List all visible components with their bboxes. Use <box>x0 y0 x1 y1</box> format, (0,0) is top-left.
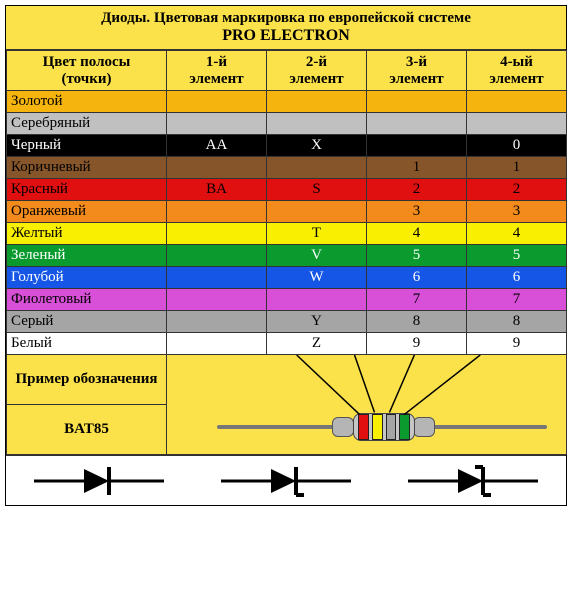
diode-symbol-2 <box>216 461 356 501</box>
color-name-cell: Белый <box>7 333 167 355</box>
value-cell: V <box>267 245 367 267</box>
value-cell <box>267 289 367 311</box>
color-name-cell: Зеленый <box>7 245 167 267</box>
color-name-cell: Серый <box>7 311 167 333</box>
value-cell: T <box>267 223 367 245</box>
value-cell: 6 <box>367 267 467 289</box>
value-cell: 4 <box>367 223 467 245</box>
value-cell <box>167 267 267 289</box>
table-row: Оранжевый 33 <box>7 201 567 223</box>
value-cell: Y <box>267 311 367 333</box>
color-name-cell: Золотой <box>7 91 167 113</box>
table-row: КрасныйBAS22 <box>7 179 567 201</box>
header-el3: 3-й элемент <box>367 51 467 91</box>
value-cell <box>267 201 367 223</box>
color-name-cell: Оранжевый <box>7 201 167 223</box>
diode-symbols-row <box>6 455 566 505</box>
value-cell <box>167 113 267 135</box>
title-line2: PRO ELECTRON <box>10 27 562 45</box>
value-cell: S <box>267 179 367 201</box>
table-row: БелыйZ99 <box>7 333 567 355</box>
value-cell: 8 <box>467 311 567 333</box>
value-cell: 7 <box>467 289 567 311</box>
color-name-cell: Серебряный <box>7 113 167 135</box>
value-cell: 9 <box>467 333 567 355</box>
value-cell <box>167 311 267 333</box>
value-cell <box>367 135 467 157</box>
value-cell: 9 <box>367 333 467 355</box>
value-cell: AA <box>167 135 267 157</box>
diode-symbol-1 <box>29 461 169 501</box>
value-cell <box>467 91 567 113</box>
value-cell: 7 <box>367 289 467 311</box>
title-line1: Диоды. Цветовая маркировка по европейско… <box>10 10 562 27</box>
value-cell: 6 <box>467 267 567 289</box>
table-row: Серебряный <box>7 113 567 135</box>
value-cell: 2 <box>467 179 567 201</box>
example-label: Пример обозначения <box>7 355 167 405</box>
color-name-cell: Фиолетовый <box>7 289 167 311</box>
value-cell <box>367 91 467 113</box>
value-cell: Z <box>267 333 367 355</box>
value-cell <box>167 245 267 267</box>
value-cell <box>167 91 267 113</box>
value-cell <box>167 201 267 223</box>
value-cell: 3 <box>467 201 567 223</box>
value-cell: 1 <box>467 157 567 179</box>
value-cell <box>267 91 367 113</box>
title-block: Диоды. Цветовая маркировка по европейско… <box>6 6 566 50</box>
callout-line <box>167 355 566 454</box>
value-cell: X <box>267 135 367 157</box>
header-el1: 1-й элемент <box>167 51 267 91</box>
table-row: ЧерныйAAX 0 <box>7 135 567 157</box>
color-code-table: Цвет полосы (точки) 1-й элемент 2-й элем… <box>6 50 567 455</box>
value-cell: 8 <box>367 311 467 333</box>
value-cell: 3 <box>367 201 467 223</box>
value-cell <box>267 157 367 179</box>
color-name-cell: Голубой <box>7 267 167 289</box>
example-diagram <box>167 355 567 455</box>
value-cell <box>167 333 267 355</box>
value-cell: 0 <box>467 135 567 157</box>
value-cell: 1 <box>367 157 467 179</box>
value-cell <box>167 157 267 179</box>
table-row: СерыйY88 <box>7 311 567 333</box>
header-color: Цвет полосы (точки) <box>7 51 167 91</box>
value-cell <box>167 223 267 245</box>
value-cell <box>167 289 267 311</box>
header-el2: 2-й элемент <box>267 51 367 91</box>
color-name-cell: Желтый <box>7 223 167 245</box>
table-row: Золотой <box>7 91 567 113</box>
diode-symbol-3 <box>403 461 543 501</box>
value-cell: 2 <box>367 179 467 201</box>
color-name-cell: Красный <box>7 179 167 201</box>
diode-color-table: Диоды. Цветовая маркировка по европейско… <box>5 5 567 506</box>
value-cell: 4 <box>467 223 567 245</box>
value-cell <box>467 113 567 135</box>
table-row: Коричневый 11 <box>7 157 567 179</box>
value-cell <box>267 113 367 135</box>
table-row: Фиолетовый 77 <box>7 289 567 311</box>
value-cell: BA <box>167 179 267 201</box>
color-name-cell: Коричневый <box>7 157 167 179</box>
value-cell <box>367 113 467 135</box>
color-name-cell: Черный <box>7 135 167 157</box>
value-cell: 5 <box>467 245 567 267</box>
value-cell: 5 <box>367 245 467 267</box>
table-row: ЗеленыйV55 <box>7 245 567 267</box>
table-row: ЖелтыйT44 <box>7 223 567 245</box>
table-row: ГолубойW66 <box>7 267 567 289</box>
value-cell: W <box>267 267 367 289</box>
header-el4: 4-ый элемент <box>467 51 567 91</box>
example-code: BAT85 <box>7 405 167 455</box>
